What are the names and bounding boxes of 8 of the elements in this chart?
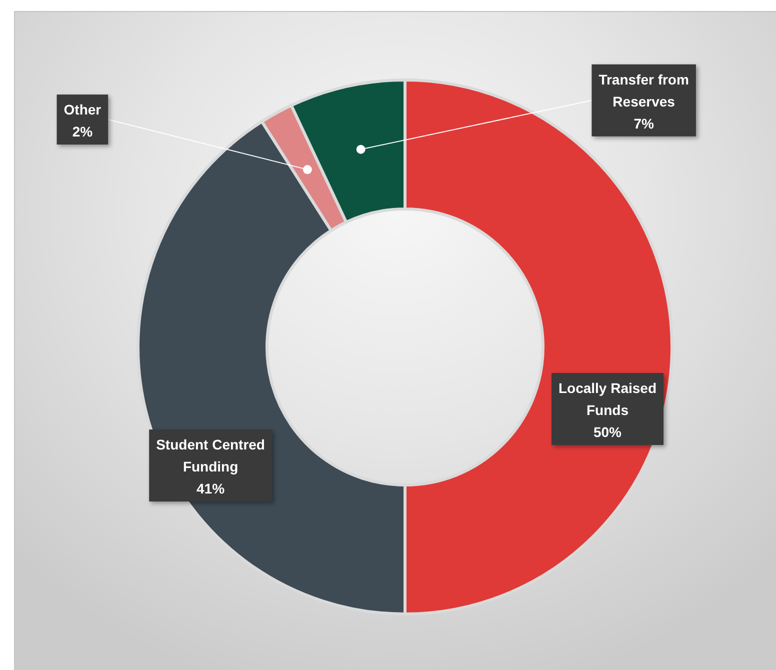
slice-label: Locally Raised Funds	[558, 380, 657, 418]
data-label: 7%	[634, 115, 654, 132]
slice-label: Transfer from Reserves	[598, 71, 689, 110]
slice-label: Student Centred Funding	[156, 436, 265, 474]
data-label: 41%	[196, 480, 226, 496]
data-label: 50%	[593, 424, 622, 440]
slice-label: Other	[64, 102, 102, 118]
data-label: 2%	[72, 124, 94, 140]
